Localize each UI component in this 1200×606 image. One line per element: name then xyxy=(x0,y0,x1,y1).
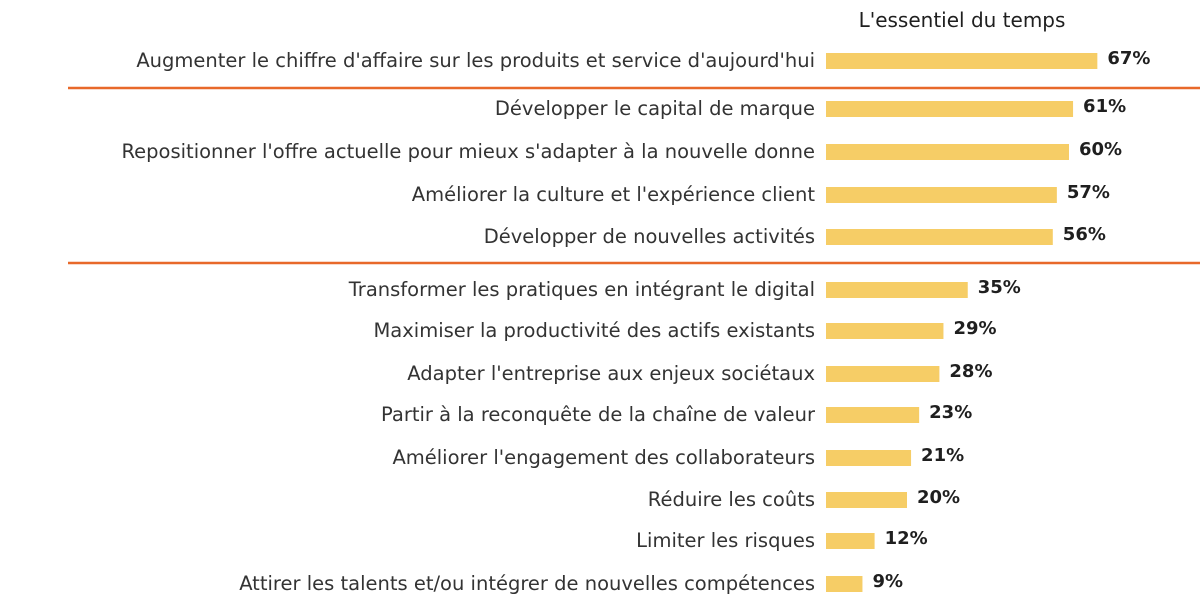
value-label: 9% xyxy=(872,571,903,592)
bar xyxy=(826,407,920,423)
category-label: Développer le capital de marque xyxy=(495,97,815,120)
category-label: Repositionner l'offre actuelle pour mieu… xyxy=(122,140,816,163)
category-label: Adapter l'entreprise aux enjeux sociétau… xyxy=(407,362,815,385)
value-label: 21% xyxy=(921,445,964,466)
bar xyxy=(826,450,912,466)
bar xyxy=(826,144,1069,160)
value-label: 20% xyxy=(917,487,960,508)
bar xyxy=(826,101,1074,117)
value-label: 29% xyxy=(953,318,996,339)
value-label: 28% xyxy=(949,361,992,382)
category-label: Transformer les pratiques en intégrant l… xyxy=(348,278,815,301)
category-label: Attirer les talents et/ou intégrer de no… xyxy=(239,572,815,595)
bar xyxy=(826,492,907,508)
category-label: Améliorer l'engagement des collaborateur… xyxy=(392,446,815,469)
bar xyxy=(826,533,875,549)
value-label: 60% xyxy=(1079,139,1122,160)
chart-title: L'essentiel du temps xyxy=(859,8,1066,32)
value-label: 56% xyxy=(1063,224,1106,245)
category-label: Maximiser la productivité des actifs exi… xyxy=(373,319,815,342)
bar xyxy=(826,229,1053,245)
value-label: 23% xyxy=(929,402,972,423)
value-label: 67% xyxy=(1107,48,1150,69)
bar xyxy=(826,323,944,339)
value-label: 61% xyxy=(1083,96,1126,117)
value-label: 35% xyxy=(978,277,1021,298)
bar xyxy=(826,366,940,382)
bar xyxy=(826,282,968,298)
category-label: Partir à la reconquête de la chaîne de v… xyxy=(381,403,816,426)
bar xyxy=(826,576,863,592)
category-label: Limiter les risques xyxy=(636,529,815,552)
category-label: Réduire les coûts xyxy=(648,488,815,511)
category-label: Augmenter le chiffre d'affaire sur les p… xyxy=(136,49,815,72)
category-label: Développer de nouvelles activités xyxy=(484,225,815,248)
category-label: Améliorer la culture et l'expérience cli… xyxy=(412,183,816,206)
value-label: 12% xyxy=(885,528,928,549)
bar xyxy=(826,187,1057,203)
bar xyxy=(826,53,1098,69)
value-label: 57% xyxy=(1067,182,1110,203)
